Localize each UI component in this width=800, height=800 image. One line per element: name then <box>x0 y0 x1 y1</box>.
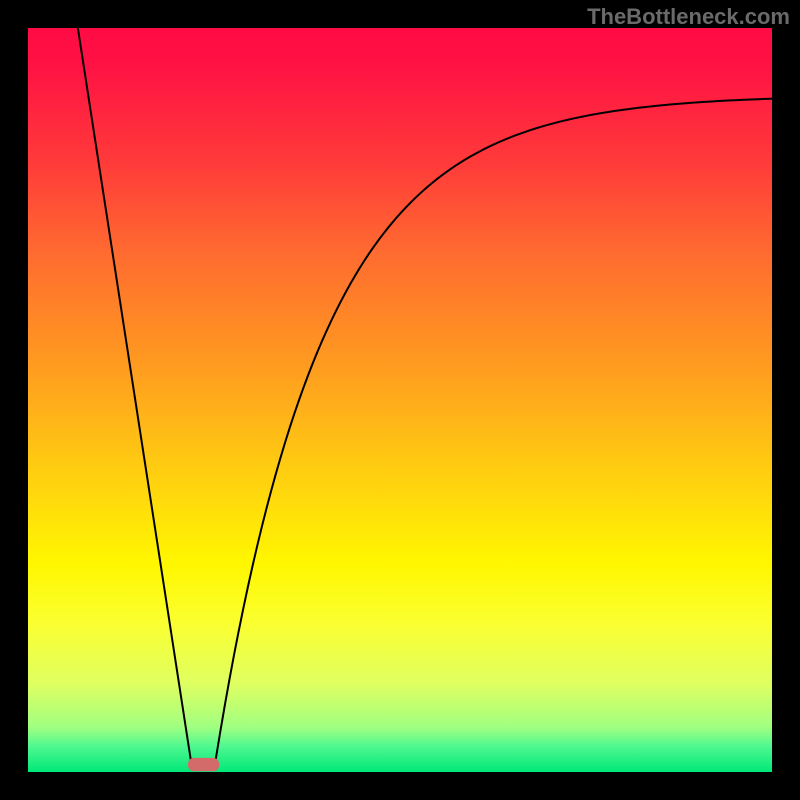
chart-background <box>28 28 772 772</box>
bottleneck-marker <box>188 758 219 771</box>
bottleneck-chart <box>0 0 800 800</box>
watermark-text: TheBottleneck.com <box>587 4 790 30</box>
